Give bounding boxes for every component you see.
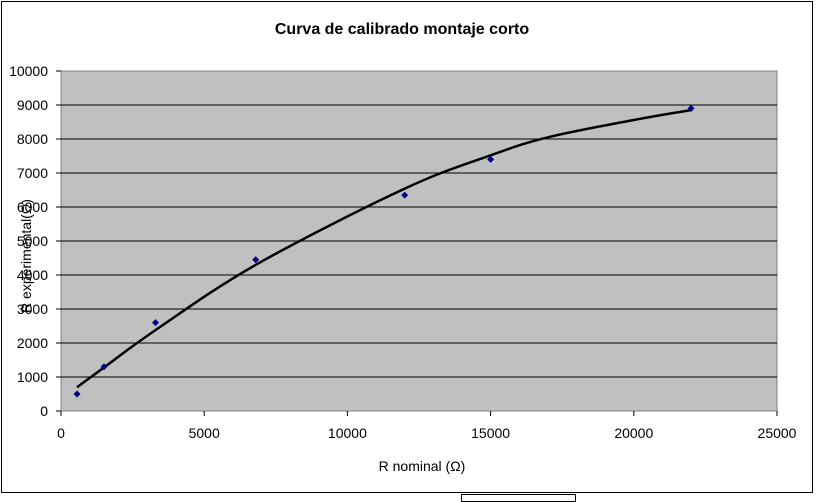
y-tick-label-10: 10000	[9, 63, 48, 79]
y-tick-label-7: 7000	[17, 165, 48, 181]
y-tick-label-2: 2000	[17, 335, 48, 351]
gridlines	[61, 104, 777, 378]
chart-title: Curva de calibrado montaje corto	[274, 21, 530, 38]
x-tick-label-5: 25000	[758, 425, 797, 441]
data-point-0	[73, 390, 81, 398]
x-axis-label: R nominal (Ω)	[379, 458, 466, 474]
y-tick-label-3: 3000	[17, 301, 48, 317]
y-axis-label: R experimental(Ω)	[18, 199, 34, 313]
x-tick-label-1: 5000	[189, 425, 220, 441]
y-tick-label-1: 1000	[17, 369, 48, 385]
data-point-6	[687, 104, 695, 112]
data-point-2	[152, 319, 160, 327]
x-tick-label-2: 10000	[328, 425, 367, 441]
y-tick-label-6: 6000	[17, 199, 48, 215]
legend-stub	[461, 494, 576, 502]
y-tick-label-9: 9000	[17, 97, 48, 113]
data-point-1	[100, 363, 108, 371]
y-tick-labels: 0 1000 2000 3000 4000 5000 6000 7000 8000 9000 100…	[9, 63, 61, 419]
x-tick-label-0: 0	[57, 425, 65, 441]
y-tick-label-0: 0	[40, 403, 48, 419]
x-tick-label-4: 20000	[614, 425, 653, 441]
data-points	[73, 104, 695, 398]
trendline	[76, 108, 692, 389]
x-tick-label-3: 15000	[471, 425, 510, 441]
y-tick-label-8: 8000	[17, 131, 48, 147]
y-tick-label-5: 5000	[17, 233, 48, 249]
y-tick-label-4: 4000	[17, 267, 48, 283]
data-point-4	[401, 191, 409, 199]
data-point-5	[487, 155, 495, 163]
x-tick-labels: 0 5000 10000 15000 20000 25000	[57, 411, 797, 441]
data-point-3	[252, 256, 260, 264]
